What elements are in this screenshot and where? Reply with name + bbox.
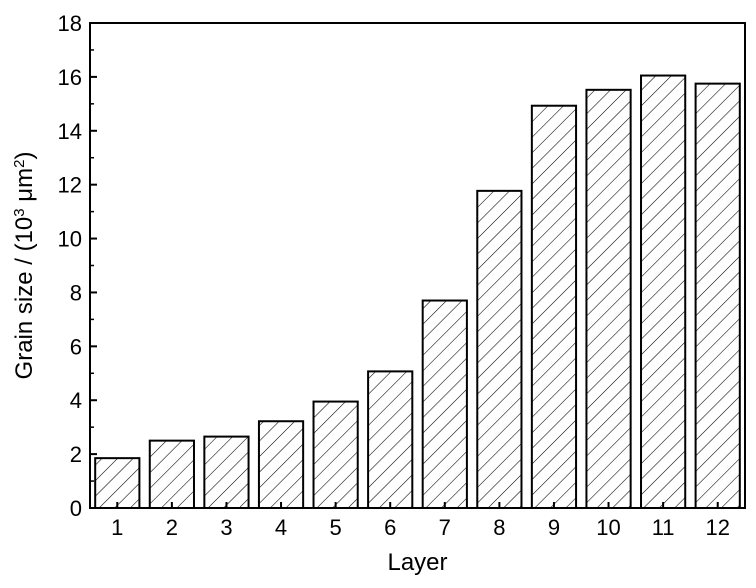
x-tick-label: 1 — [111, 515, 123, 540]
x-tick-label: 3 — [220, 515, 232, 540]
x-tick-label: 12 — [705, 515, 729, 540]
y-axis-title-unit: μm — [11, 168, 38, 209]
y-tick-label: 2 — [70, 442, 82, 467]
bar-layer-5 — [312, 400, 359, 510]
bar-layer-3 — [203, 435, 250, 510]
x-tick-label: 9 — [548, 515, 560, 540]
bar-layer-12 — [694, 82, 741, 510]
y-tick-label: 18 — [58, 11, 82, 36]
y-axis-title: Grain size / (103 μm2) — [11, 152, 39, 380]
bar-layer-7 — [421, 299, 468, 509]
bar-layer-4 — [257, 420, 305, 509]
x-tick-label: 8 — [493, 515, 505, 540]
y-tick-label: 14 — [58, 119, 82, 144]
x-axis-ticks: 1 2 3 4 5 6 7 8 9 10 11 12 — [111, 502, 730, 540]
bar-layer-10 — [585, 88, 632, 509]
bar-layer-6 — [367, 370, 414, 510]
y-axis-title-exponent: 3 — [11, 208, 28, 216]
x-tick-label: 5 — [330, 515, 342, 540]
bar-layer-11 — [640, 74, 687, 509]
y-tick-label: 10 — [58, 227, 82, 252]
y-tick-label: 12 — [58, 173, 82, 198]
y-axis-title-unit-exponent: 2 — [11, 160, 28, 168]
y-axis-ticks: 0 2 4 6 8 10 12 14 16 18 — [58, 11, 97, 521]
bar-layer-1 — [94, 457, 141, 509]
bar-layer-8 — [476, 189, 523, 510]
bar-layer-9 — [530, 104, 578, 509]
y-axis-title-prefix: Grain size / (10 — [11, 217, 38, 380]
bar-layer-2 — [148, 439, 195, 510]
plot-frame — [89, 22, 746, 509]
x-tick-label: 2 — [166, 515, 178, 540]
x-axis-title: Layer — [387, 549, 447, 576]
bars-group — [94, 74, 741, 510]
x-tick-label: 10 — [596, 515, 620, 540]
y-tick-label: 16 — [58, 65, 82, 90]
x-tick-label: 4 — [275, 515, 287, 540]
x-tick-label: 7 — [439, 515, 451, 540]
y-tick-label: 0 — [70, 496, 82, 521]
x-tick-label: 6 — [384, 515, 396, 540]
y-tick-label: 8 — [70, 280, 82, 305]
y-tick-label: 6 — [70, 334, 82, 359]
y-axis-title-suffix: ) — [11, 152, 38, 160]
y-tick-label: 4 — [70, 388, 82, 413]
x-tick-label: 11 — [652, 515, 675, 540]
